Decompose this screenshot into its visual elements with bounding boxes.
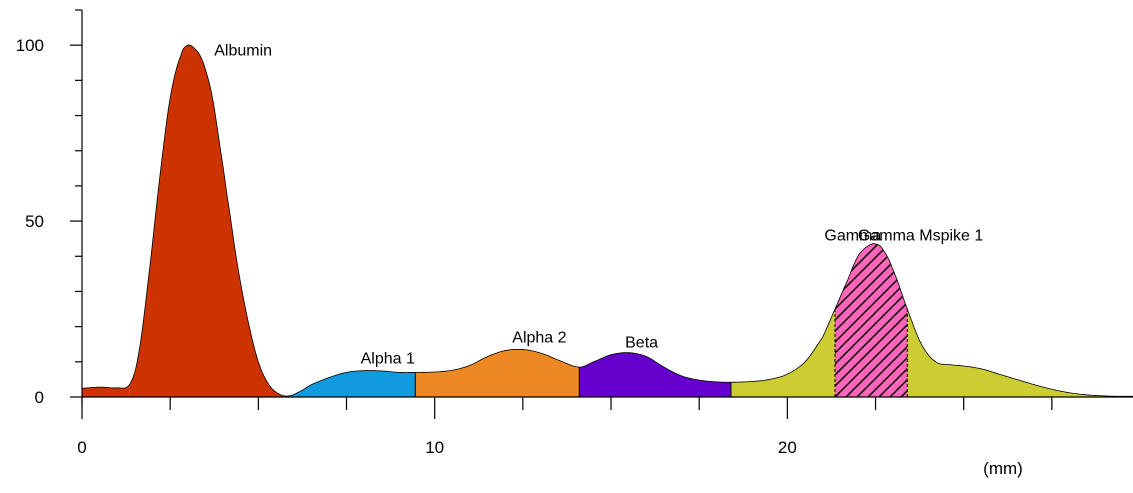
fraction-area-gamma	[730, 243, 1133, 397]
density-curve	[81, 44, 1133, 397]
fraction-area-alpha-2	[415, 349, 580, 397]
mspike-area-gamma-mspike-1	[834, 243, 908, 397]
mspike-areas	[834, 243, 908, 397]
fraction-label-alpha-2: Alpha 2	[512, 329, 566, 346]
fraction-dividers	[287, 309, 908, 397]
y-axis-ticks: 0 50 100	[16, 9, 82, 407]
x-tick-label: 10	[425, 438, 444, 457]
fraction-areas	[82, 44, 1133, 397]
fraction-label-albumin: Albumin	[214, 43, 272, 60]
fraction-label-gamma: Gamma	[824, 227, 881, 244]
fraction-label-alpha-1: Alpha 1	[361, 351, 415, 368]
pre-albumin-area	[82, 384, 130, 397]
x-axis-ticks: 0 10 20	[77, 397, 1053, 457]
y-tick-label: 50	[25, 212, 44, 231]
x-tick-label: 20	[778, 438, 797, 457]
y-tick-label: 100	[16, 36, 44, 55]
y-tick-label: 0	[35, 388, 44, 407]
x-axis-unit-label: (mm)	[983, 459, 1023, 478]
fraction-area-albumin	[129, 44, 289, 397]
fraction-label-gamma-mspike-1: Gamma Mspike 1	[858, 227, 983, 244]
x-tick-label: 0	[77, 438, 86, 457]
fraction-area-beta	[579, 352, 731, 397]
fraction-area-alpha-1	[288, 370, 416, 397]
fraction-label-beta: Beta	[625, 335, 658, 352]
